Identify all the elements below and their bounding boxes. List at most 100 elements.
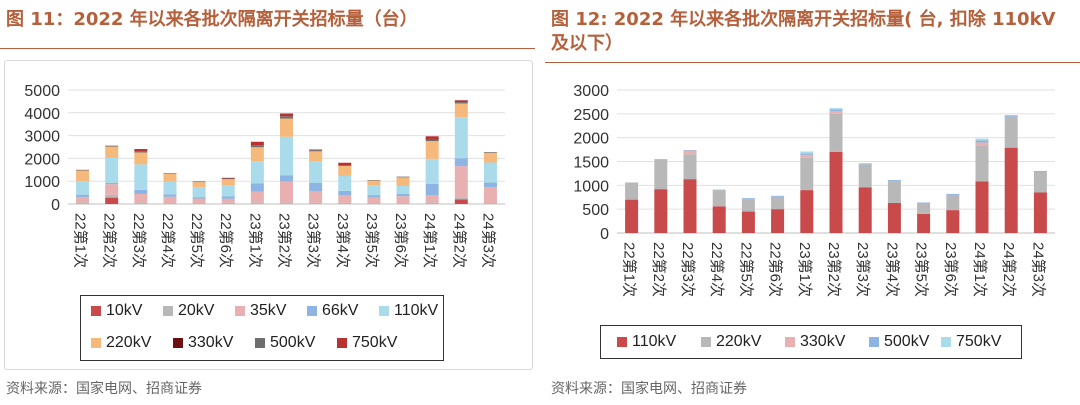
bar-segment-220kV: [367, 180, 381, 186]
x-tick-text: 22第6次: [767, 242, 785, 297]
bar-segment-220kV: [221, 179, 235, 186]
bar-segment-66kV: [105, 183, 119, 185]
bar-segment-10kV: [105, 197, 119, 204]
x-tick-label: 24第3次: [479, 213, 497, 268]
bar-segment-110kV: [76, 180, 90, 195]
bar-segment-500kV: [771, 195, 785, 197]
bar-segment-20kV: [134, 202, 148, 204]
y-tick-label: 2500: [573, 107, 609, 124]
legend-item-220kV: 220kV: [701, 333, 761, 351]
title-rule: [0, 48, 535, 49]
x-tick-label: 23第3次: [854, 242, 872, 297]
x-tick-text: 23第3次: [854, 242, 872, 297]
x-tick-text: 24第2次: [1000, 242, 1018, 297]
bar-segment-35kV: [396, 196, 410, 204]
legend-swatch: [163, 305, 173, 316]
bar-segment-750kV: [338, 162, 352, 166]
legend-label: 35kV: [250, 302, 287, 319]
bar-segment-35kV: [454, 166, 468, 198]
y-tick-label: 2000: [573, 131, 609, 148]
bar-segment-20kV: [163, 203, 177, 204]
bar-segment-220kV: [425, 141, 439, 159]
bar-segment-220kV: [1004, 116, 1018, 148]
bar-segment-20kV: [454, 197, 468, 200]
x-tick-label: 22第4次: [159, 213, 177, 268]
legend-swatch: [617, 336, 627, 347]
bar-segment-66kV: [396, 193, 410, 197]
legend-swatch: [785, 336, 795, 347]
x-tick-label: 24第3次: [1029, 242, 1047, 297]
bar-segment-750kV: [250, 141, 264, 146]
bar-segment-220kV: [483, 152, 497, 163]
bar-segment-20kV: [221, 202, 235, 204]
x-tick-text: 23第4次: [334, 213, 352, 268]
bar-segment-110kV: [338, 175, 352, 191]
bar-segment-110kV: [105, 157, 119, 184]
legend-swatch: [701, 336, 711, 347]
bar-segment-500kV: [221, 178, 235, 180]
bar-segment-35kV: [221, 198, 235, 203]
bar-segment-750kV: [454, 100, 468, 103]
x-tick-text: 24第2次: [450, 213, 468, 268]
legend-label: 110kV: [632, 333, 677, 350]
x-tick-text: 23第1次: [246, 213, 264, 268]
x-tick-text: 22第6次: [217, 213, 235, 268]
bar-segment-35kV: [280, 181, 293, 203]
legend-item-500kV: 500kV: [869, 333, 929, 351]
bar-segment-500kV: [367, 180, 381, 181]
bar-segment-500kV: [163, 173, 177, 174]
legend-item-66kV: 66kV: [307, 302, 358, 320]
legend-label: 330kV: [188, 334, 234, 351]
legend-label: 20kV: [178, 302, 215, 319]
bar-segment-500kV: [829, 109, 843, 111]
bar-segment-500kV: [654, 159, 668, 160]
x-tick-label: 22第2次: [650, 242, 668, 297]
legend-swatch: [91, 305, 101, 316]
bar-segment-500kV: [800, 153, 814, 155]
legend-item-110kV: 110kV: [379, 302, 438, 320]
y-tick-label: 3000: [24, 129, 60, 146]
x-tick-label: 22第1次: [621, 242, 639, 297]
chart-title: 图 11：2022 年以来各批次隔离开关招标量（台）: [6, 9, 418, 30]
bar-segment-330kV: [800, 154, 814, 158]
x-tick-label: 23第4次: [334, 213, 352, 268]
bar-segment-10kV: [454, 199, 468, 204]
x-tick-label: 23第1次: [246, 213, 264, 268]
bar-segment-110kV: [134, 164, 148, 190]
legend-item-750kV: 750kV: [337, 334, 397, 352]
x-tick-text: 24第1次: [971, 242, 989, 297]
bar-segment-330kV: [975, 142, 989, 146]
x-tick-text: 22第5次: [188, 213, 206, 268]
bar-segment-66kV: [367, 195, 381, 198]
bar-segment-500kV: [309, 150, 323, 152]
legend-item-110kV: 110kV: [617, 333, 676, 351]
bar-segment-20kV: [105, 194, 119, 198]
bar-segment-110kV: [741, 211, 755, 233]
x-tick-text: 22第4次: [159, 213, 177, 268]
legend-item-330kV: 330kV: [173, 334, 233, 352]
x-tick-text: 23第4次: [883, 242, 901, 297]
bar-segment-35kV: [163, 196, 177, 204]
legend-item-35kV: 35kV: [235, 302, 286, 320]
bar-segment-750kV: [829, 108, 843, 110]
x-tick-text: 24第1次: [421, 213, 439, 268]
bar-segment-20kV: [425, 202, 439, 204]
bar-segment-750kV: [425, 136, 439, 140]
bar-segment-500kV: [858, 163, 872, 165]
right-chart-svg: 0 500 1000 1500 2000 2500 3000 22第1次 22第2次 22第3次 2…: [573, 83, 1055, 297]
bar-segment-220kV: [163, 173, 177, 182]
bar-segment-35kV: [76, 196, 90, 203]
bar-segment-220kV: [454, 103, 468, 118]
chart-title: 图 12: 2022 年以来各批次隔离开关招标量( 台, 扣除 110kV 及以…: [551, 9, 1056, 54]
legend-item-10kV: 10kV: [91, 302, 142, 320]
x-tick-label: 22第5次: [737, 242, 755, 297]
legend-label: 110kV: [394, 302, 439, 319]
bar-segment-110kV: [396, 185, 410, 194]
bar-segment-110kV: [221, 185, 235, 197]
left-legend: 10kV 20kV 35kV 66kV 110kV 220kV 330kV 500kV 750k…: [80, 295, 444, 361]
bar-segment-500kV: [887, 180, 901, 182]
x-tick-label: 23第2次: [276, 213, 294, 268]
y-tick-label: 1500: [573, 155, 609, 172]
x-tick-label: 24第1次: [421, 213, 439, 268]
bar-segment-66kV: [483, 182, 497, 188]
